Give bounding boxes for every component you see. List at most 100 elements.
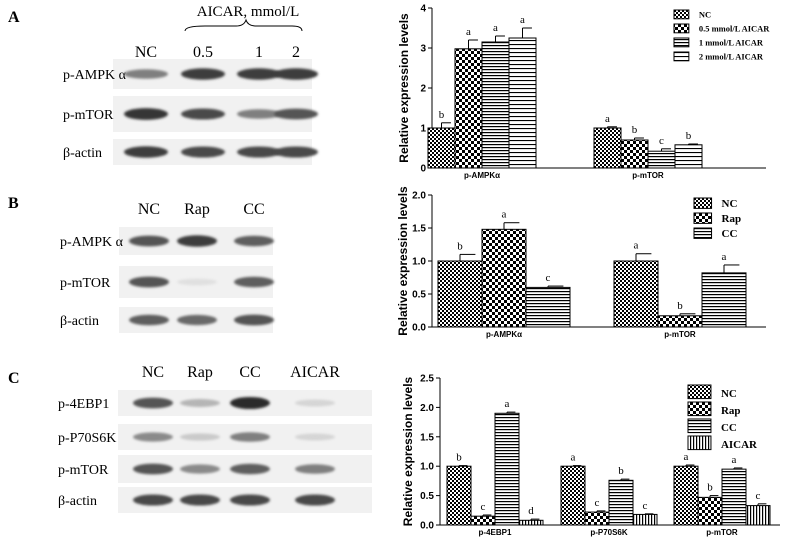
blot-band [180, 464, 220, 474]
x-tick-label: p-AMPKα [464, 171, 500, 180]
blot-row-label: β-actin [60, 314, 99, 329]
legend-swatch [693, 197, 713, 209]
bar [560, 465, 586, 526]
significance-letter: a [502, 209, 507, 221]
y-tick-label: 4 [420, 4, 426, 15]
legend-swatch [687, 435, 712, 451]
bar [701, 272, 747, 328]
legend-label: 2 mmol/L AICAR [699, 51, 764, 61]
significance-letter: b [456, 452, 462, 464]
legend-swatch [687, 401, 712, 417]
bar [427, 127, 456, 169]
y-tick-label: 0.0 [412, 323, 426, 334]
blot-band [295, 433, 335, 441]
blot-a-header: AICAR, mmol/L [197, 4, 300, 20]
y-axis-label: Relative expression levels [401, 376, 415, 526]
significance-letter: a [605, 113, 610, 125]
significance-letter: c [481, 501, 486, 513]
blot-row-label: p-AMPK α [60, 235, 124, 250]
blot-row-label: β-actin [58, 494, 97, 509]
x-tick-label: p-mTOR [664, 330, 696, 339]
blot-band [124, 108, 168, 120]
blot-band [177, 278, 217, 286]
legend-label: 0.5 mmol/L AICAR [699, 23, 770, 33]
blot-band [180, 494, 220, 506]
blot-a-bracket [184, 18, 303, 32]
blot-band [274, 68, 318, 80]
bar [518, 519, 544, 526]
legend-label: NC [722, 198, 738, 210]
blot-band [295, 494, 335, 506]
blot-lane-label: NC [138, 201, 160, 218]
blot-band [274, 108, 318, 120]
x-tick-label: p-mTOR [706, 528, 738, 537]
bar [697, 496, 723, 526]
bar [508, 37, 537, 169]
blot-row-label: p-mTOR [60, 276, 111, 291]
x-tick-label: p-P70S6K [590, 528, 628, 537]
legend-label: NC [721, 388, 737, 400]
legend-swatch [687, 418, 712, 434]
bar [620, 139, 649, 169]
significance-letter: b [707, 482, 713, 494]
significance-letter: a [505, 398, 510, 410]
x-tick-label: p-4EBP1 [479, 528, 512, 537]
y-axis-label: Relative expression levels [396, 186, 410, 336]
significance-letter: c [643, 500, 648, 512]
blot-lane-label: NC [142, 364, 164, 381]
panel-letter-c: C [8, 370, 20, 387]
significance-letter: c [659, 135, 664, 147]
blot-band [181, 68, 225, 80]
blot-row-label: p-mTOR [58, 463, 109, 478]
significance-letter: b [677, 300, 683, 312]
bar [657, 315, 703, 328]
blot-band [124, 146, 168, 158]
bar [446, 465, 472, 526]
y-tick-label: 0 [420, 164, 426, 175]
legend-label: 1 mmol/L AICAR [699, 37, 764, 47]
bar [481, 228, 527, 328]
blot-band [129, 314, 169, 326]
blot-band [124, 69, 168, 79]
significance-letter: c [595, 497, 600, 509]
y-tick-label: 2.0 [412, 191, 426, 202]
blot-lane-label: AICAR [290, 364, 340, 381]
significance-letter: b [618, 465, 624, 477]
bar [674, 144, 703, 169]
bar [745, 505, 771, 526]
bar [437, 260, 483, 328]
blot-lane-label: CC [239, 364, 260, 381]
significance-letter: b [632, 124, 638, 136]
significance-letter: a [684, 451, 689, 463]
legend-swatch [687, 384, 712, 400]
blot-row-label: p-mTOR [63, 108, 114, 123]
y-tick-label: 2 [420, 84, 426, 95]
significance-letter: a [493, 22, 498, 34]
y-tick-label: 0.5 [412, 290, 426, 301]
blot-a: AICAR, mmol/L NC 0.5 1 2 p-AMPK α p-mTOR β-ac… [63, 4, 318, 165]
blot-band [133, 463, 173, 475]
blot-band [180, 433, 220, 441]
legend-label: CC [721, 422, 737, 434]
legend-swatch [693, 227, 713, 239]
blot-c: NC Rap CC AICAR p-4EBP1 p-P70S6K p-mTOR β-acti… [58, 364, 372, 513]
blot-band [295, 399, 335, 407]
bar [470, 515, 496, 526]
significance-letter: a [520, 14, 525, 26]
legend-swatch [673, 23, 690, 34]
significance-letter: d [528, 505, 534, 517]
blot-band [274, 146, 318, 158]
panel-letter-b: B [8, 195, 19, 212]
legend-label: AICAR [721, 439, 758, 451]
blot-band [237, 109, 281, 119]
blot-b: NC Rap CC p-AMPK α p-mTOR β-actin [60, 201, 274, 333]
blot-band [234, 235, 274, 247]
bar [593, 127, 622, 169]
legend-swatch [673, 9, 690, 20]
y-tick-label: 1.0 [420, 462, 434, 473]
bar [721, 468, 747, 526]
blot-band [129, 235, 169, 247]
legend-swatch [673, 37, 690, 48]
